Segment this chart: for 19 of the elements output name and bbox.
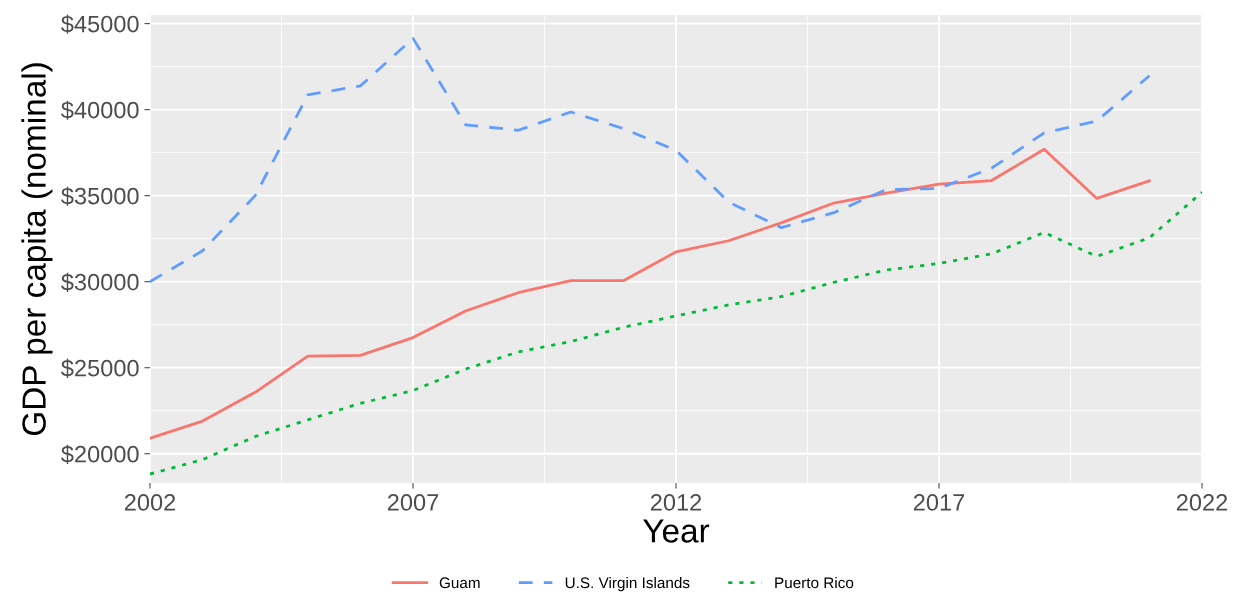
legend-label: Puerto Rico <box>775 576 854 589</box>
x-tick-label: 2002 <box>124 494 176 511</box>
y-tick-label: $20000 <box>61 444 139 464</box>
y-tick-label: $45000 <box>61 14 139 34</box>
line-series <box>150 190 1202 476</box>
line-series <box>150 147 1151 440</box>
line-series <box>150 37 1151 284</box>
y-tick-label: $30000 <box>61 272 139 292</box>
y-tick-label: $25000 <box>61 358 139 378</box>
legend-label: U.S. Virgin Islands <box>565 576 690 592</box>
x-tick-label: 2012 <box>650 494 702 511</box>
x-tick-label: 2022 <box>1176 494 1228 511</box>
x-axis-title: Year <box>643 519 710 543</box>
y-axis-title: GDP per capita (nominal) <box>21 63 53 436</box>
x-tick-label: 2007 <box>387 494 439 511</box>
y-tick-label: $40000 <box>61 100 139 120</box>
y-tick-label: $35000 <box>61 186 139 206</box>
legend-label: Guam <box>439 577 480 589</box>
x-tick-label: 2017 <box>913 494 965 511</box>
